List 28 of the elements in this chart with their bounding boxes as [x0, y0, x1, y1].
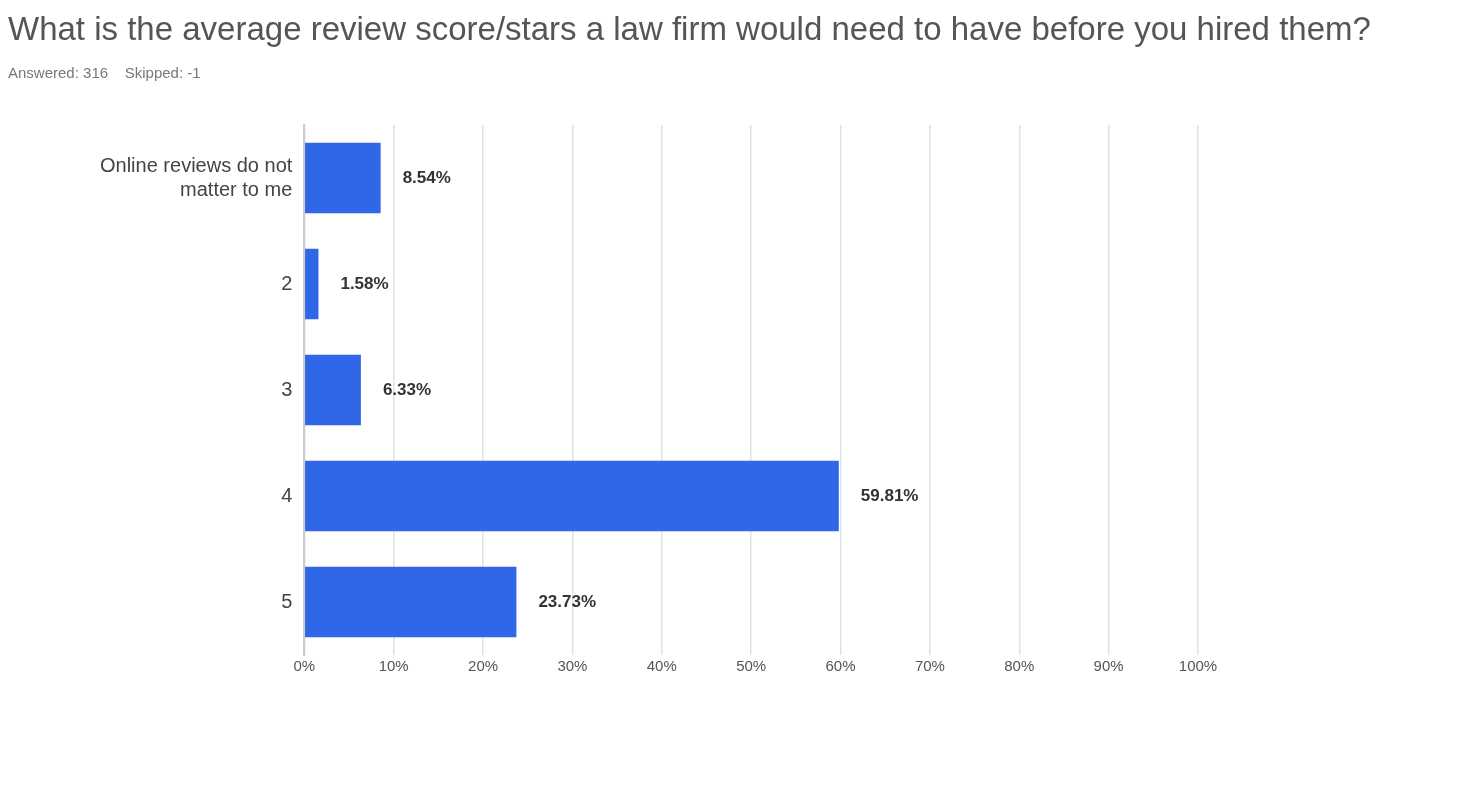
- data-label: 1.58%: [340, 273, 389, 293]
- y-tick-label: 4: [281, 483, 293, 506]
- bar: [305, 248, 319, 320]
- bar: [305, 566, 517, 638]
- bar: [305, 354, 361, 426]
- y-tick-label: 5: [281, 589, 293, 612]
- x-tick-label: 10%: [378, 657, 409, 675]
- x-tick-label: 80%: [1004, 657, 1035, 675]
- chart-title: What is the average review score/stars a law firm would need to have before you hired them?: [8, 9, 1372, 49]
- x-tick-label: 20%: [468, 657, 499, 675]
- data-label: 23.73%: [538, 591, 597, 611]
- x-tick-label: 40%: [646, 657, 677, 675]
- bar: [305, 460, 839, 532]
- data-label: 8.54%: [402, 167, 451, 187]
- x-tick-label: 70%: [914, 657, 945, 675]
- bar: [305, 142, 381, 214]
- x-tick-label: 0%: [293, 657, 316, 675]
- x-tick-label: 50%: [736, 657, 767, 675]
- x-tick-label: 100%: [1178, 657, 1218, 675]
- y-tick-label: Online reviews do not matter to me: [100, 153, 293, 200]
- x-tick-label: 30%: [557, 657, 588, 675]
- data-label: 6.33%: [382, 379, 432, 399]
- y-tick-label: 3: [281, 377, 293, 400]
- y-tick-label: 2: [281, 271, 293, 294]
- x-tick-label: 90%: [1093, 657, 1124, 675]
- data-label: 59.81%: [860, 485, 919, 505]
- text: Answered: 316 Skipped: -1: [8, 64, 202, 81]
- x-tick-label: 60%: [825, 657, 856, 675]
